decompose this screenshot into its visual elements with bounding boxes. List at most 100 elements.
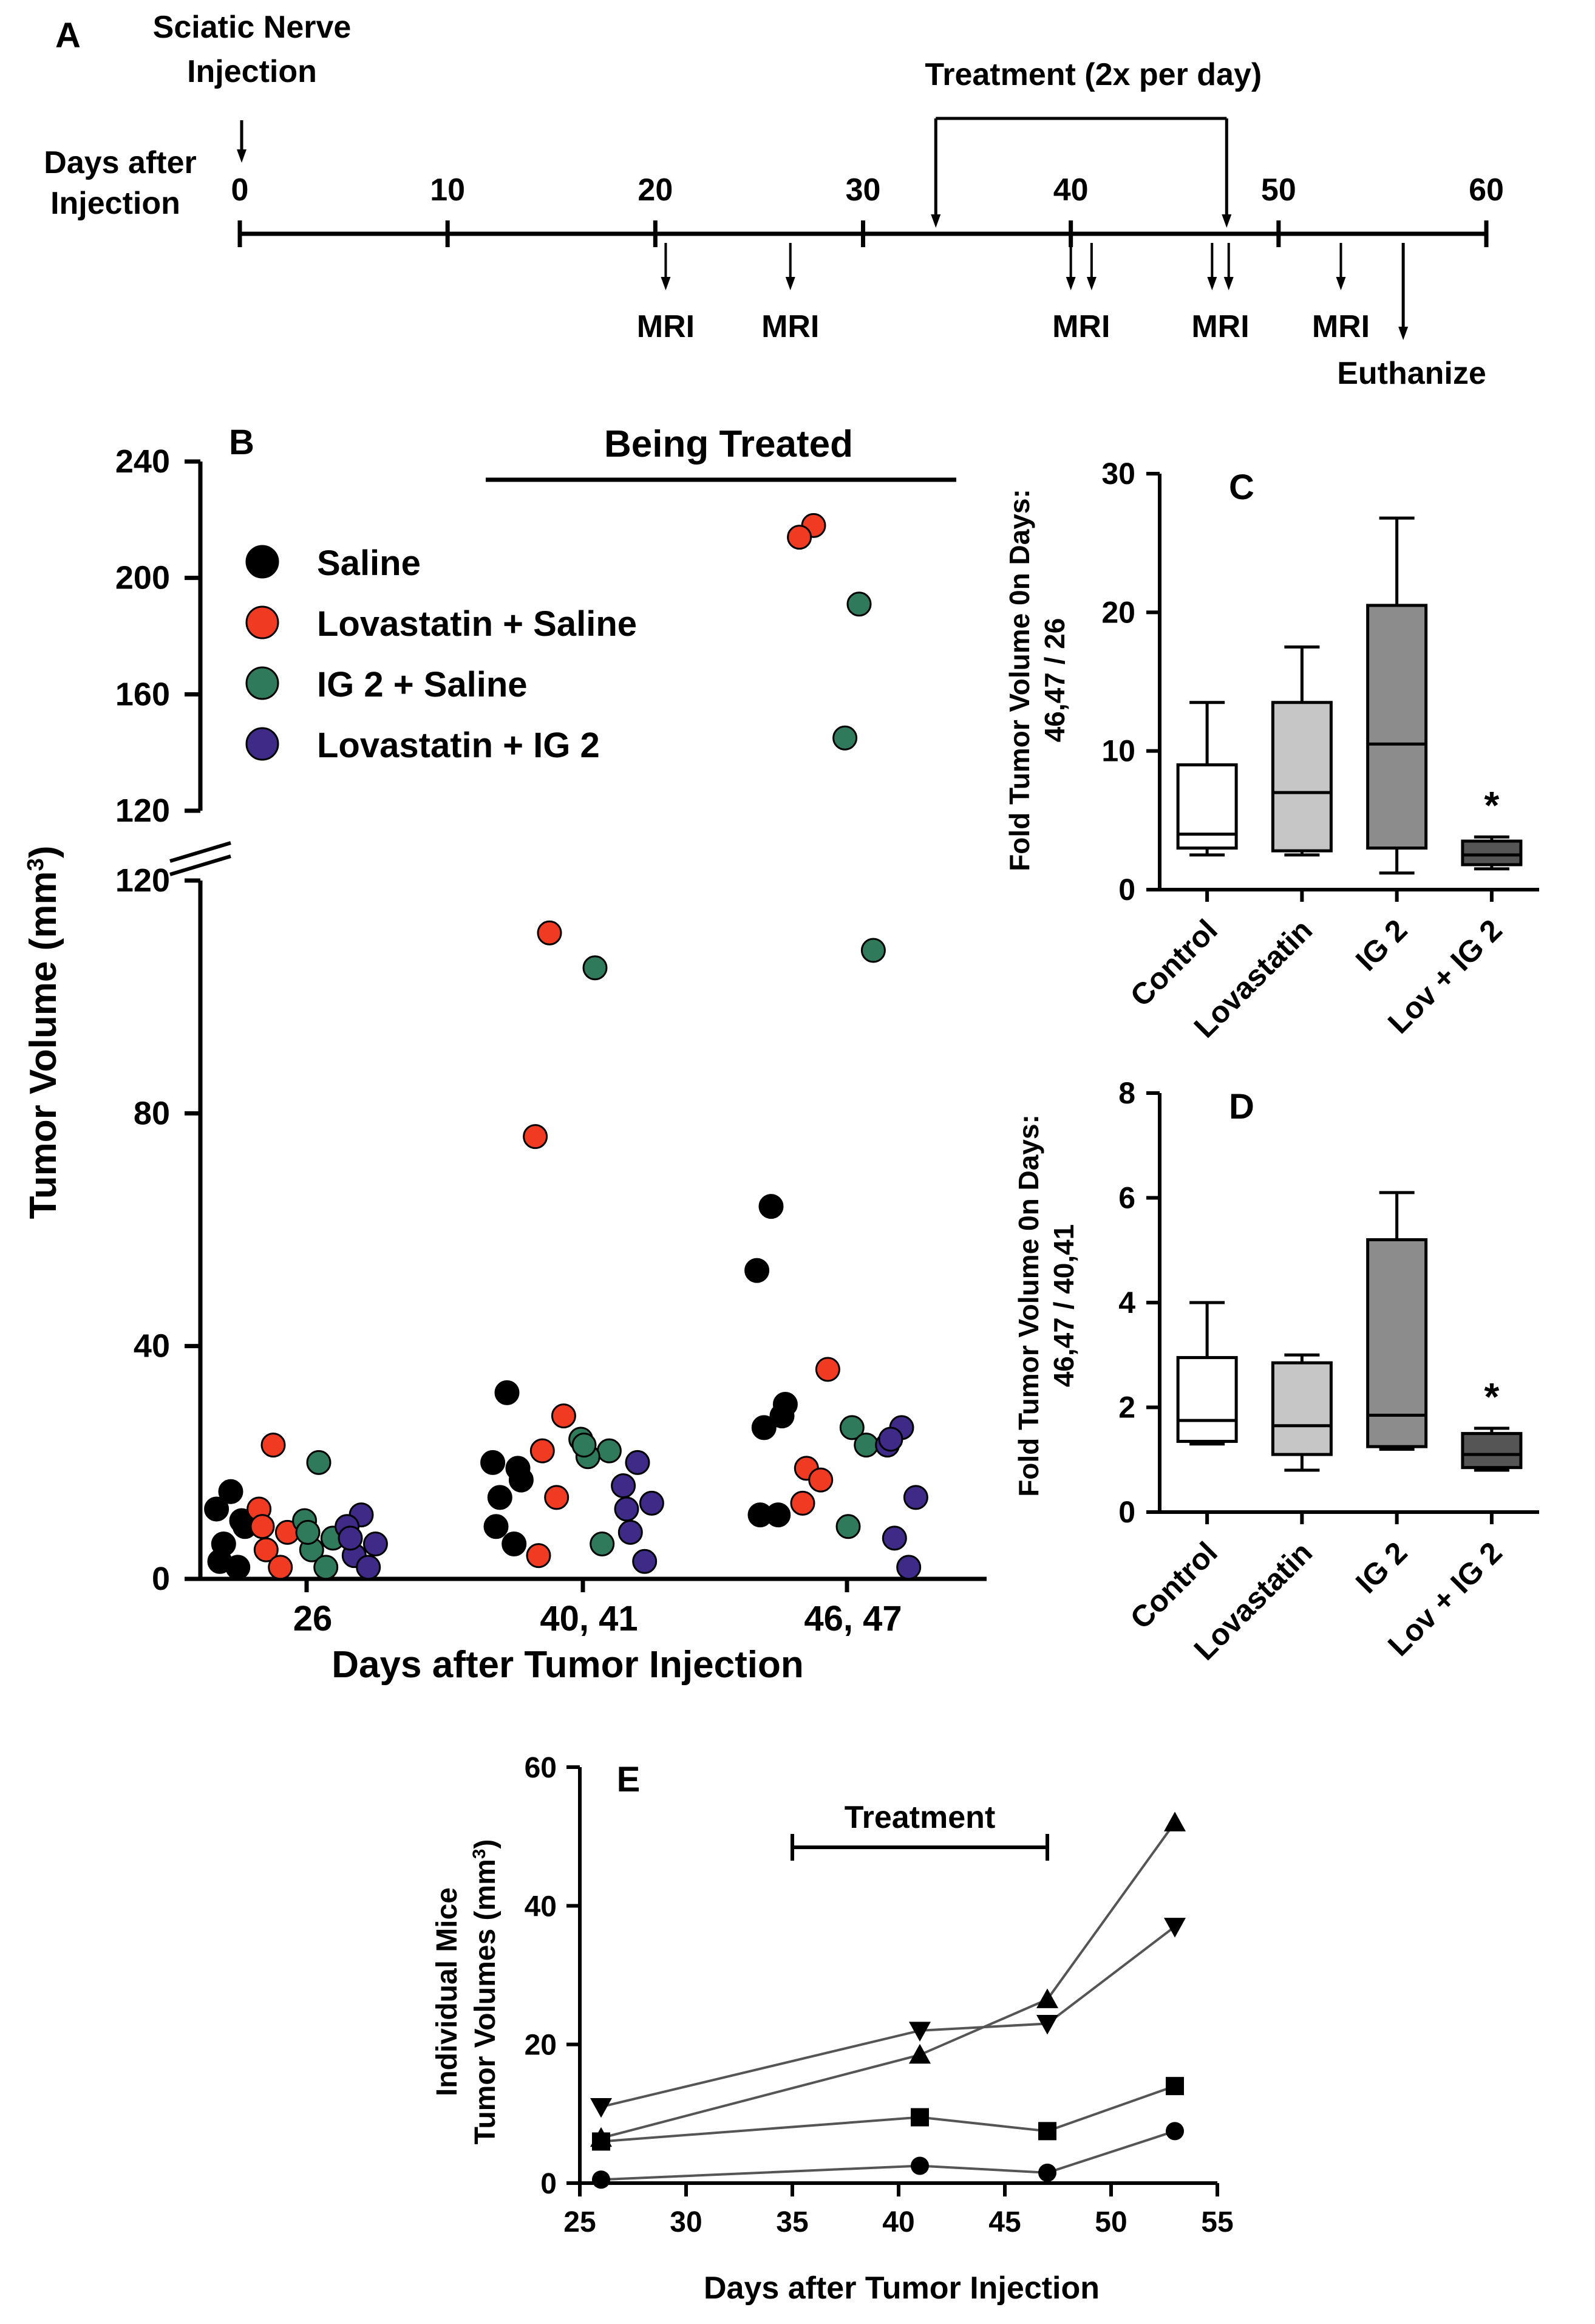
mri-label: MRI xyxy=(1052,309,1110,344)
data-point xyxy=(625,1450,650,1475)
box-y-tick-label: 6 xyxy=(1118,1181,1135,1215)
box-y-tick-label: 10 xyxy=(1101,734,1135,768)
data-point xyxy=(306,1450,332,1475)
e-marker-triangle-down xyxy=(909,2022,931,2042)
mri-arrow-head xyxy=(785,277,795,290)
b-axis-break xyxy=(169,854,231,876)
panel-b-label: B xyxy=(229,423,254,462)
mri-label: MRI xyxy=(761,309,819,344)
e-marker-triangle-down xyxy=(1164,1918,1186,1938)
data-point xyxy=(362,1532,388,1556)
treatment-end-arrow-head xyxy=(1222,214,1232,228)
timeline-tick-label: 20 xyxy=(638,172,673,208)
panel-a: A Sciatic Nerve Injection Days after Injecti… xyxy=(44,10,1504,391)
data-point xyxy=(487,1485,512,1510)
legend-label: Lovastatin + IG 2 xyxy=(317,726,600,765)
data-point xyxy=(747,1502,773,1528)
data-point xyxy=(839,1415,865,1440)
legend-marker xyxy=(245,727,279,761)
data-point xyxy=(295,1519,321,1545)
b-y-tick-label: 80 xyxy=(134,1095,170,1131)
e-series-line xyxy=(600,2130,1175,2181)
box-iqr xyxy=(1271,701,1333,853)
b-y-tick-label: 120 xyxy=(115,792,170,829)
b-y-tick-label: 160 xyxy=(115,676,170,712)
data-point xyxy=(854,1433,879,1458)
b-y-tick-label: 240 xyxy=(115,443,170,480)
e-x-tick-label: 50 xyxy=(1095,2206,1127,2238)
e-x-tick-label: 55 xyxy=(1201,2206,1233,2238)
timeline-tick-label: 50 xyxy=(1261,172,1296,208)
treatment-start-arrow-head xyxy=(931,214,941,228)
e-marker-triangle-up xyxy=(1164,1811,1186,1832)
data-point xyxy=(617,1519,643,1545)
box-y-tick-label: 20 xyxy=(1101,595,1135,629)
data-point xyxy=(596,1438,622,1464)
mri-arrow-head xyxy=(1207,277,1217,290)
significance-marker: * xyxy=(1484,1375,1499,1419)
data-point xyxy=(878,1426,903,1452)
data-point xyxy=(207,1549,233,1574)
data-point xyxy=(523,1124,548,1150)
legend-label: Saline xyxy=(317,544,421,583)
b-y-tick-label: 120 xyxy=(115,862,170,899)
e-marker-square xyxy=(911,2108,929,2127)
data-point xyxy=(505,1456,531,1481)
mri-label: MRI xyxy=(637,309,695,344)
box-iqr xyxy=(1176,1356,1238,1443)
data-point xyxy=(313,1555,339,1580)
data-point xyxy=(544,1485,570,1510)
e-marker-square xyxy=(1166,2077,1184,2096)
timeline-axis-label-line1: Days after xyxy=(44,145,196,180)
legend-marker xyxy=(245,605,279,639)
e-x-tick-label: 30 xyxy=(670,2206,702,2238)
b-x-tick-label: 40, 41 xyxy=(540,1599,638,1638)
data-point xyxy=(529,1438,555,1464)
e-marker-triangle-down xyxy=(1036,2015,1058,2035)
box-iqr xyxy=(1461,839,1523,867)
timeline-tick-label: 30 xyxy=(846,172,881,208)
e-x-tick-label: 25 xyxy=(563,2206,596,2238)
mri-arrow-head xyxy=(1066,277,1076,290)
data-point xyxy=(526,1543,551,1569)
panel-c: C 0 10 20 30 Fold Tumor Volume 0n Days: 46,47 … xyxy=(1004,457,1539,1044)
data-point xyxy=(846,591,872,617)
data-point xyxy=(582,955,608,981)
e-y-axis-label-line2: Tumor Volumes (mm3) xyxy=(469,1839,502,2145)
b-x-tick-label: 46, 47 xyxy=(804,1599,902,1638)
e-y-tick-label: 20 xyxy=(525,2029,557,2062)
data-point xyxy=(590,1532,615,1556)
panel-c-label: C xyxy=(1229,468,1254,507)
data-point xyxy=(639,1490,664,1516)
legend-marker xyxy=(245,545,279,579)
treatment-label: Treatment (2x per day) xyxy=(925,57,1262,92)
e-x-tick-label: 40 xyxy=(882,2206,914,2238)
b-axis-break xyxy=(169,841,231,863)
data-point xyxy=(751,1415,777,1440)
box-y-axis-label-line1: Fold Tumor Volume 0n Days: xyxy=(1013,1114,1044,1497)
data-point xyxy=(338,1525,363,1551)
mri-arrow-head xyxy=(1086,277,1097,290)
box-y-axis-label-line1: Fold Tumor Volume 0n Days: xyxy=(1004,489,1035,871)
data-point xyxy=(896,1555,922,1580)
data-point xyxy=(787,525,812,550)
e-marker-circle xyxy=(1166,2122,1184,2141)
box-x-tick-label: IG 2 xyxy=(1349,913,1413,977)
e-x-tick-label: 45 xyxy=(988,2206,1021,2238)
e-x-tick-label: 35 xyxy=(776,2206,808,2238)
e-y-tick-label: 0 xyxy=(540,2168,557,2200)
e-series-line xyxy=(600,2085,1175,2143)
e-treatment-label: Treatment xyxy=(845,1800,996,1835)
injection-label-line2: Injection xyxy=(187,54,317,89)
data-point xyxy=(537,920,562,946)
box-iqr xyxy=(1366,1238,1428,1448)
e-y-tick-label: 60 xyxy=(525,1752,557,1784)
e-marker-triangle-up xyxy=(909,2043,931,2064)
data-point xyxy=(614,1496,639,1522)
data-point xyxy=(903,1485,928,1510)
e-marker-triangle-up xyxy=(1036,1988,1058,2008)
legend-label: IG 2 + Saline xyxy=(317,665,528,704)
panel-a-label: A xyxy=(55,16,81,55)
timeline-tick-label: 0 xyxy=(231,172,249,208)
data-point xyxy=(790,1490,815,1516)
